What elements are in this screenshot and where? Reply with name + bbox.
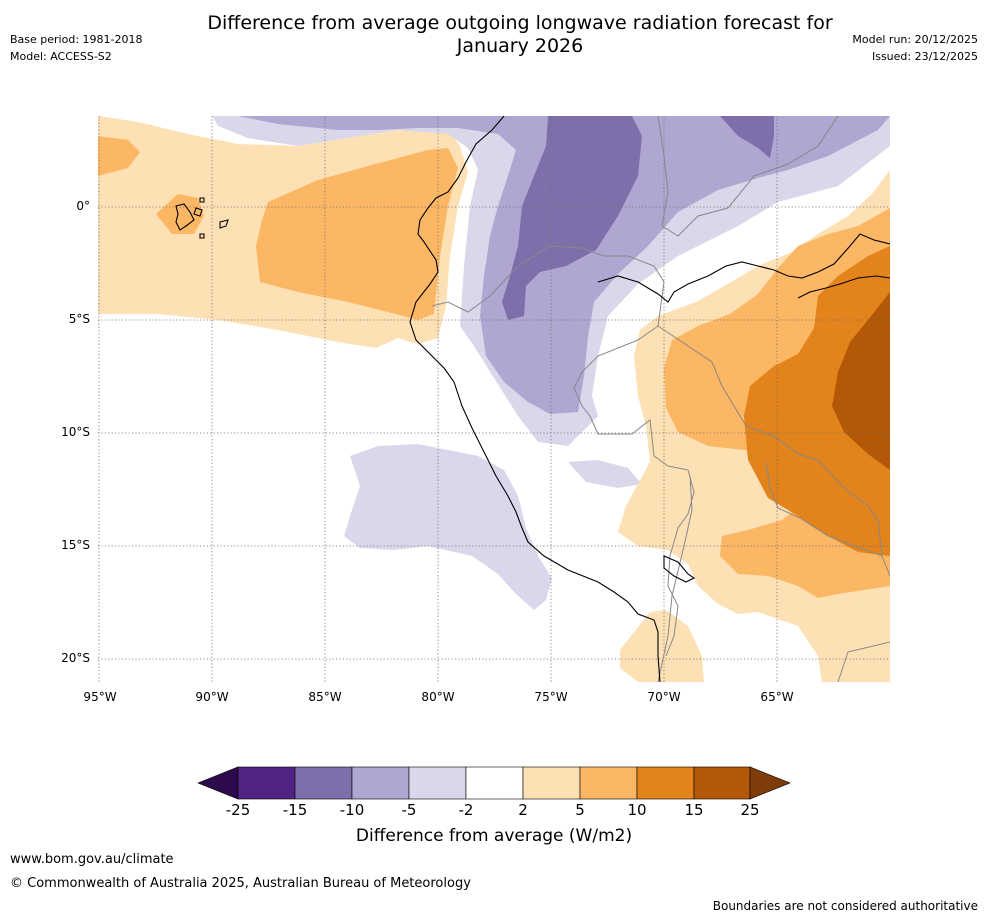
graticule [98,116,890,682]
border-southeast [837,641,890,682]
border-peru-brazil [657,325,883,557]
colorbar-bin-4 [408,766,467,800]
issued-text: Issued: 23/12/2025 [871,50,978,63]
border-colombia-peru [431,245,695,657]
footer-copyright: © Commonwealth of Australia 2025, Austra… [10,876,471,891]
lake-titicaca [663,555,696,583]
lon-label-65w: 65°W [760,690,794,704]
map-title: Difference from average outgoing longwav… [150,12,890,58]
lat-label-0: 0° [76,199,90,213]
lon-label-95w: 95°W [83,690,117,704]
anomaly-region-neg10-neg15 [502,116,642,320]
colorbar-bin-3 [351,766,410,800]
colorbar-tick-25: 25 [740,801,760,819]
colorbar-over-triangle [749,766,791,800]
anomaly-region-5-10-galapagos [156,194,204,234]
colorbar-tick-neg5: -5 [401,801,417,819]
island-galapagos-fernandina [199,197,205,203]
map-title-line1: Difference from average outgoing longwav… [207,12,833,34]
base-period-text: Base period: 1981-2018 [10,33,143,46]
anomaly-region-neg2-neg5-southeast [568,460,642,488]
anomaly-region-5-10-west [256,148,458,320]
anomaly-region-5-10-far-west [98,136,140,176]
map-title-line2: January 2026 [456,35,584,57]
colorbar-under-triangle [197,766,239,800]
anomaly-region-2-5-south [620,610,704,682]
colorbar-tick-neg2: -2 [458,801,474,819]
coastline-amazon-delta [797,275,890,299]
coastline-caribbean [597,233,890,303]
lat-label-5s: 5°S [68,312,90,326]
colorbar [197,766,791,800]
island-galapagos-san-cristobal [219,219,229,229]
island-galapagos-espanola [199,233,205,239]
anomaly-region-neg2-neg5-south [344,444,552,610]
colorbar-tick-neg10: -10 [339,801,365,819]
footer-url[interactable]: www.bom.gov.au/climate [10,852,174,867]
lon-label-85w: 85°W [308,690,342,704]
colorbar-bin-9 [693,766,751,800]
map-svg [98,116,890,682]
colorbar-bin-8 [636,766,695,800]
colorbar-tick-neg15: -15 [282,801,308,819]
coastline-south-america-pacific [409,116,661,682]
colorbar-tick-2: 2 [518,801,528,819]
colorbar-bin-2 [294,766,353,800]
island-galapagos-isabela [175,203,195,231]
colorbar-bin-1 [237,766,296,800]
anomaly-region-neg10-neg15-ne [720,116,774,158]
colorbar-label: Difference from average (W/m2) [355,826,633,846]
model-run-text: Model run: 20/12/2025 [852,33,978,46]
footer-boundaries-note: Boundaries are not considered authoritat… [712,899,978,913]
border-colombia-venezuela [657,116,839,237]
colorbar-bin-6 [522,766,581,800]
lat-label-10s: 10°S [61,425,90,439]
lon-label-70w: 70°W [647,690,681,704]
colorbar-tick-15: 15 [684,801,704,819]
colorbar-tick-10: 10 [627,801,647,819]
header-meta-right: Model run: 20/12/2025 Issued: 23/12/2025 [852,31,978,65]
header-meta-left: Base period: 1981-2018 Model: ACCESS-S2 [10,31,142,65]
country-borders [431,116,890,682]
model-text: Model: ACCESS-S2 [10,50,112,63]
coastlines [175,116,890,682]
lon-label-75w: 75°W [534,690,568,704]
colorbar-tick-5: 5 [575,801,585,819]
anomaly-region-10-15 [744,246,890,556]
lon-label-80w: 80°W [421,690,455,704]
border-bolivia-south [765,461,890,577]
lon-label-90w: 90°W [195,690,229,704]
island-galapagos-santa-cruz [193,207,203,217]
colorbar-bin-5 [465,766,524,800]
colorbar-tick-neg25: -25 [225,801,251,819]
colorbar-bin-7 [579,766,638,800]
lat-label-15s: 15°S [61,538,90,552]
map-panel [98,116,890,682]
lat-label-20s: 20°S [61,651,90,665]
border-chile-bolivia [657,475,693,682]
anomaly-region-15-25 [832,292,890,470]
